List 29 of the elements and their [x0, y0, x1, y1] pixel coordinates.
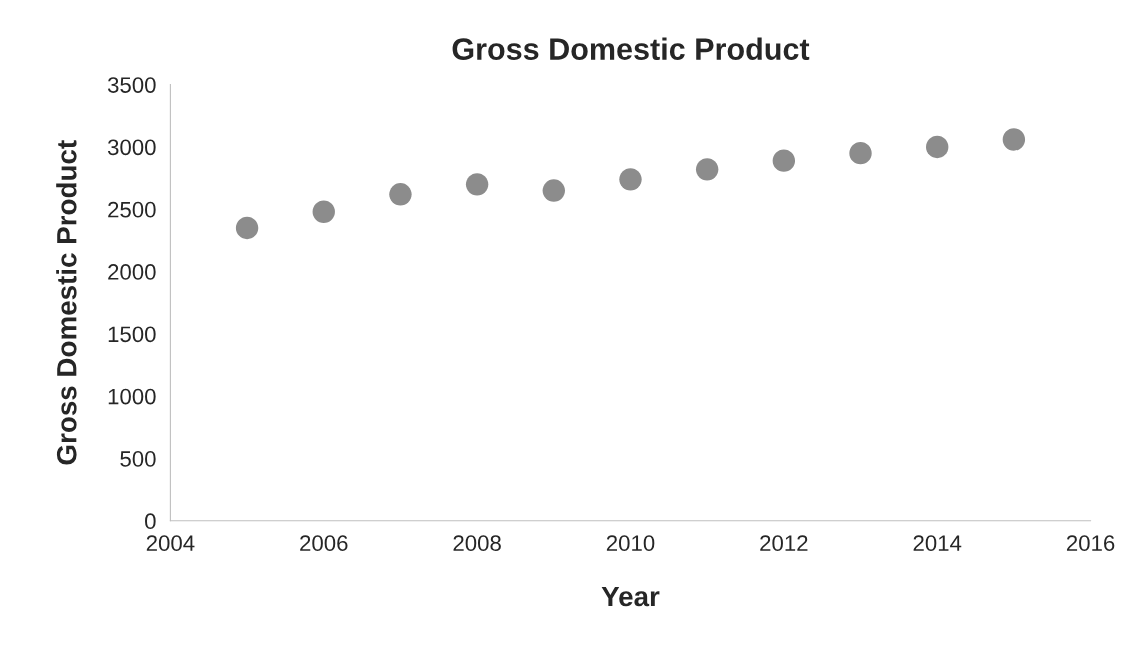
x-tick-label: 2016 — [1066, 535, 1115, 552]
point — [926, 135, 949, 159]
y-tick-label: 500 — [120, 451, 156, 467]
y-axis-title: Gross Domestic Product — [56, 140, 77, 465]
x-tick-label: 2008 — [453, 535, 501, 552]
point — [389, 183, 412, 206]
point — [619, 168, 642, 191]
point — [1002, 128, 1026, 151]
y-tick-label: 0 — [145, 513, 156, 530]
y-tick-label: 2500 — [108, 201, 156, 218]
point — [849, 141, 872, 165]
x-tick-label: 2004 — [146, 535, 195, 552]
x-tick-label: 2010 — [606, 535, 655, 552]
x-axis-title: Year — [601, 586, 660, 607]
point — [772, 149, 796, 172]
y-tick-label: 3000 — [107, 139, 156, 156]
y-tick-label: 1500 — [108, 326, 156, 343]
point — [695, 158, 719, 181]
y-tick-label: 2000 — [108, 264, 156, 280]
point — [235, 216, 259, 240]
chart-title: Gross Domestic Product — [452, 37, 810, 60]
point — [465, 173, 489, 196]
point — [542, 179, 565, 202]
point — [312, 200, 335, 223]
x-tick-label: 2012 — [760, 535, 808, 552]
y-tick-label: 3500 — [107, 77, 156, 93]
x-tick-label: 2014 — [913, 535, 962, 552]
x-tick-label: 2006 — [300, 535, 348, 552]
y-tick-label: 1000 — [108, 388, 156, 405]
